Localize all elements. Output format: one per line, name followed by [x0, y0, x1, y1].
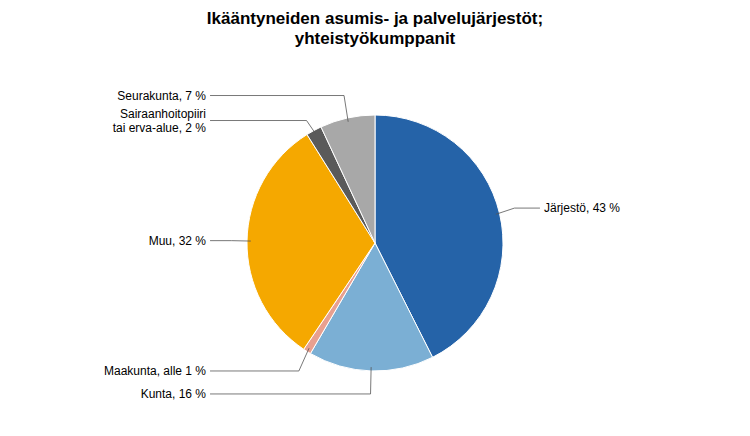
slice-label-line: Seurakunta, 7 %	[117, 89, 206, 103]
slice-label-line: Järjestö, 43 %	[544, 201, 620, 215]
slice-label: Maakunta, alle 1 %	[104, 364, 206, 378]
slice-label: Sairaanhoitopiiritai erva-alue, 2 %	[113, 107, 207, 135]
pie	[247, 115, 503, 371]
title-line: yhteistyökumppanit	[295, 29, 456, 48]
slice-label-line: Sairaanhoitopiiri	[120, 107, 206, 121]
slice-label-line: tai erva-alue, 2 %	[113, 121, 207, 135]
slice-label: Seurakunta, 7 %	[117, 89, 206, 103]
title-line: Ikääntyneiden asumis- ja palvelujärjestö…	[207, 9, 543, 28]
slice-label: Muu, 32 %	[149, 234, 207, 248]
slice-label: Järjestö, 43 %	[544, 201, 620, 215]
leader-line	[210, 348, 309, 371]
slice-label: Kunta, 16 %	[141, 387, 207, 401]
labels: Järjestö, 43 % Kunta, 16 % Maakunta, alle …	[104, 89, 620, 401]
title: Ikääntyneiden asumis- ja palvelujärjestö…	[207, 9, 543, 48]
leader-line	[210, 121, 316, 134]
leader-line	[496, 208, 540, 214]
chart: Ikääntyneiden asumis- ja palvelujärjestö…	[0, 0, 750, 436]
slice-label-line: Muu, 32 %	[149, 234, 207, 248]
slice	[321, 115, 375, 243]
slice-label-line: Kunta, 16 %	[141, 387, 207, 401]
leader-line	[210, 96, 348, 122]
slice-label-line: Maakunta, alle 1 %	[104, 364, 206, 378]
slices	[247, 115, 503, 371]
leader-line	[210, 240, 251, 241]
